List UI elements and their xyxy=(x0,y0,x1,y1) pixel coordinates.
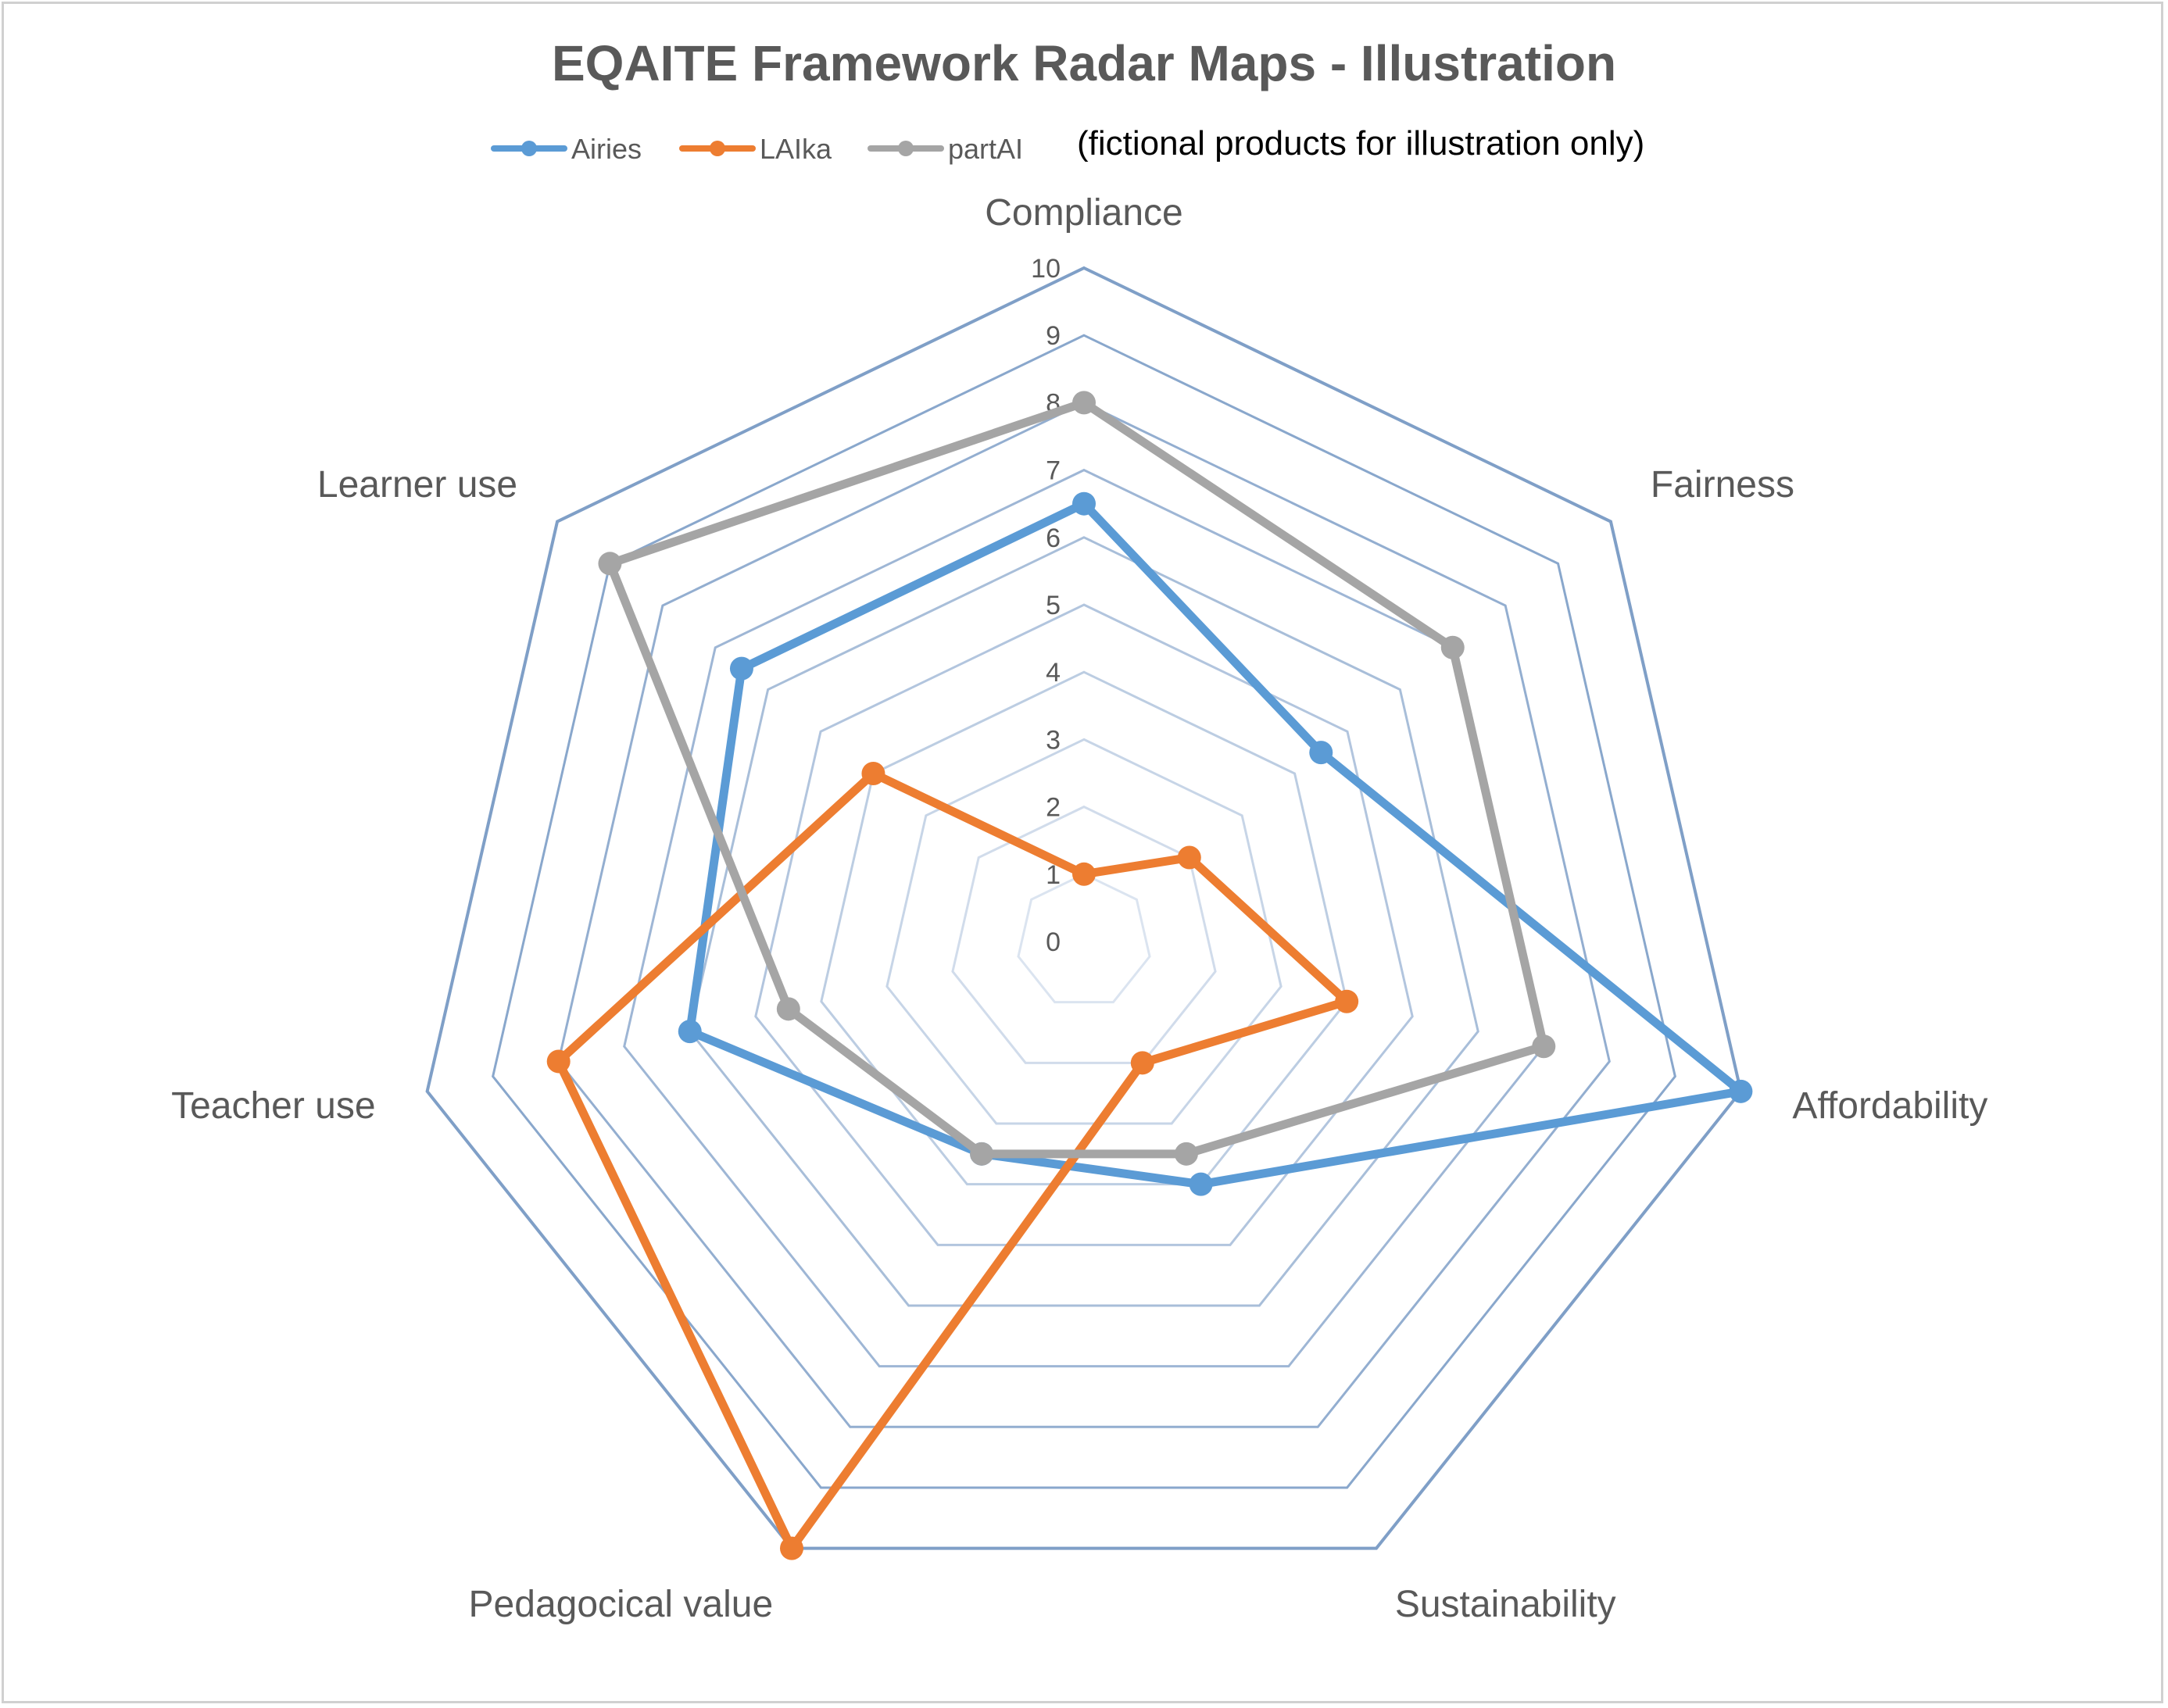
tick-label-2: 2 xyxy=(1046,793,1061,823)
legend-item-laika: LAIka xyxy=(679,133,832,165)
series-line-airies xyxy=(685,499,1745,1189)
point-laika-teacher-use xyxy=(546,1049,571,1074)
grid-ring-1 xyxy=(1017,873,1151,1004)
grid-ring-3 xyxy=(885,738,1283,1125)
legend-label-laika: LAIka xyxy=(760,133,832,165)
tick-label-3: 3 xyxy=(1046,725,1061,755)
tick-label-4: 4 xyxy=(1046,658,1061,688)
chart-title: EQAITE Framework Radar Maps - Illustrati… xyxy=(552,35,1616,91)
point-partai-affordability xyxy=(1532,1034,1556,1059)
grid-ring-4 xyxy=(820,670,1348,1186)
point-laika-affordability xyxy=(1335,989,1359,1013)
grid-ring-6 xyxy=(689,536,1479,1307)
legend: Airies LAIka partAI xyxy=(491,133,1023,165)
axis-label-learner-use: Learner use xyxy=(317,464,517,506)
radar-grid xyxy=(425,266,1743,1550)
legend-item-partai: partAI xyxy=(868,133,1023,165)
legend-item-airies: Airies xyxy=(491,133,642,165)
tick-label-1: 1 xyxy=(1046,860,1061,890)
tick-label-10: 10 xyxy=(1031,254,1061,284)
series-layer xyxy=(546,391,1753,1560)
legend-label-airies: Airies xyxy=(571,133,642,165)
legend-marker-laika xyxy=(710,141,725,156)
grid-ring-10 xyxy=(425,266,1743,1550)
grid-ring-2 xyxy=(951,805,1217,1064)
point-airies-learner-use xyxy=(729,656,753,681)
point-airies-compliance xyxy=(1072,491,1096,516)
point-laika-sustainability xyxy=(1130,1051,1154,1075)
legend-marker-airies xyxy=(521,141,537,156)
point-partai-fairness xyxy=(1440,635,1465,659)
tick-label-7: 7 xyxy=(1046,456,1061,486)
series-airies xyxy=(678,491,1753,1196)
legend-marker-partai xyxy=(898,141,914,156)
point-airies-teacher-use xyxy=(678,1020,702,1044)
point-laika-pedagocical-value xyxy=(779,1536,803,1560)
axis-label-sustainability: Sustainability xyxy=(1395,1584,1616,1625)
point-partai-sustainability xyxy=(1174,1142,1198,1166)
axis-label-affordability: Affordability xyxy=(1792,1085,1987,1127)
tick-label-5: 5 xyxy=(1046,591,1061,620)
legend-label-partai: partAI xyxy=(948,133,1023,165)
series-partai xyxy=(598,391,1556,1166)
axis-label-fairness: Fairness xyxy=(1651,464,1794,506)
series-line-partai xyxy=(605,398,1548,1159)
tick-label-9: 9 xyxy=(1046,321,1061,351)
point-airies-affordability xyxy=(1729,1079,1753,1103)
point-laika-compliance xyxy=(1072,862,1096,886)
series-laika xyxy=(546,762,1359,1560)
point-partai-learner-use xyxy=(598,552,622,576)
grid-ring-9 xyxy=(492,334,1676,1489)
axis-labels: Compliance Fairness Affordability Sustainab… xyxy=(171,192,1987,1625)
point-airies-sustainability xyxy=(1189,1172,1213,1196)
point-laika-fairness xyxy=(1177,845,1201,870)
point-airies-fairness xyxy=(1309,741,1333,765)
axis-label-pedagocical-value: Pedagocical value xyxy=(469,1584,774,1625)
point-partai-pedagocical-value xyxy=(970,1142,994,1166)
point-partai-compliance xyxy=(1072,391,1096,415)
illustration-note: (fictional products for illustration onl… xyxy=(1077,124,1644,163)
point-partai-teacher-use xyxy=(776,997,800,1021)
axis-label-compliance: Compliance xyxy=(985,192,1182,234)
series-line-laika xyxy=(554,769,1351,1553)
tick-label-6: 6 xyxy=(1046,523,1061,553)
grid-ring-8 xyxy=(557,401,1611,1428)
axis-label-teacher-use: Teacher use xyxy=(171,1085,376,1127)
point-laika-learner-use xyxy=(861,762,885,786)
tick-label-0: 0 xyxy=(1046,927,1061,957)
